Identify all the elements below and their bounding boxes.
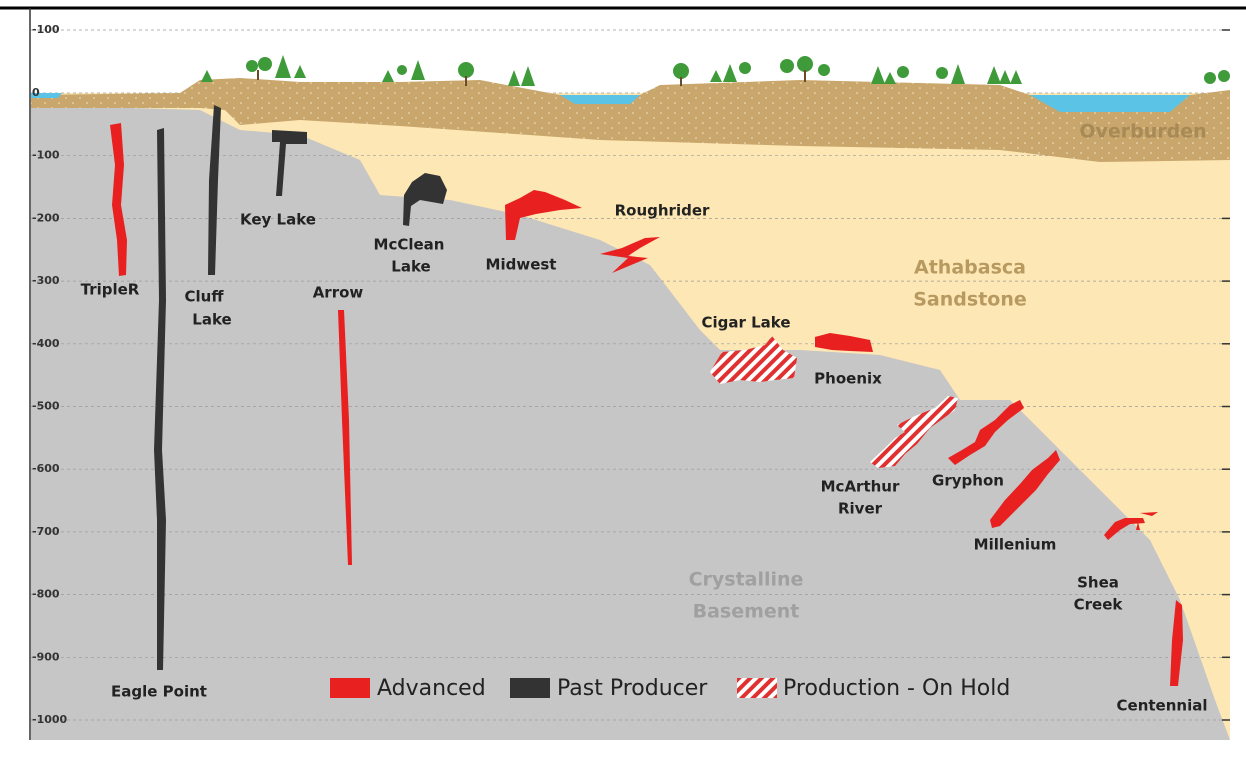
- deposit-shape: [338, 310, 352, 565]
- deposit-shape: [505, 190, 582, 240]
- trees: [201, 55, 1230, 86]
- deposit-shape: [1104, 512, 1158, 540]
- tree: [1204, 72, 1216, 84]
- tree: [780, 59, 794, 73]
- depth-tick-label: -900: [32, 650, 60, 663]
- basement: [31, 105, 1230, 740]
- depth-tick-label: -400: [32, 337, 60, 350]
- deposit-shape: [815, 333, 873, 352]
- deposit-shape: [600, 237, 660, 273]
- tree: [871, 66, 885, 84]
- depth-tick-label: -200: [32, 211, 60, 224]
- lake: [560, 95, 640, 104]
- depth-tick-label: -800: [32, 588, 60, 601]
- lakes: [31, 93, 1190, 112]
- tree: [897, 66, 909, 78]
- deposit-shape: [948, 400, 1024, 465]
- deposit-label: Cigar Lake: [701, 314, 790, 332]
- tree: [1010, 70, 1022, 84]
- tree: [951, 64, 965, 84]
- deposit-shape: [870, 396, 958, 468]
- depth-tick-label: -300: [32, 274, 60, 287]
- tree: [201, 70, 213, 82]
- deposit-label: Phoenix: [814, 370, 882, 388]
- deposit-label: Millenium: [974, 536, 1057, 554]
- deposit-shape: [208, 105, 221, 275]
- depth-tick-label: -700: [32, 525, 60, 538]
- tree: [739, 62, 751, 74]
- legend-label: Advanced: [377, 676, 486, 701]
- depth-tick-label: -100: [32, 149, 60, 162]
- tree: [987, 66, 1001, 84]
- tree: [521, 66, 535, 86]
- depth-tick-label: -1000: [32, 713, 68, 726]
- region-label: Overburden: [1079, 121, 1206, 143]
- region-label: Sandstone: [913, 289, 1027, 311]
- region-label: Crystalline: [689, 569, 804, 591]
- tree: [294, 65, 306, 78]
- deposit-label: Midwest: [486, 256, 557, 274]
- depth-tick-label: -100: [32, 23, 60, 36]
- deposit-shape: [990, 450, 1060, 528]
- tree: [936, 67, 948, 79]
- legend-label: Past Producer: [557, 676, 708, 701]
- deposit-label: Eagle Point: [111, 683, 207, 701]
- deposit-shape: [1170, 600, 1183, 686]
- overburden: [31, 78, 1230, 162]
- tree: [458, 62, 474, 78]
- deposit-label: McArthur: [821, 478, 900, 496]
- tree: [397, 65, 407, 75]
- deposit-label: Centennial: [1117, 697, 1208, 715]
- lake: [1030, 95, 1190, 112]
- deposit-label: Arrow: [313, 284, 364, 302]
- deposit-shape: [272, 130, 307, 196]
- deposit-label: Key Lake: [240, 211, 316, 229]
- deposit-label: Lake: [391, 258, 430, 276]
- tree: [258, 57, 272, 71]
- tree: [246, 60, 258, 72]
- legend-swatch: [330, 678, 370, 698]
- deposit-label: River: [838, 500, 883, 518]
- deposit-label: Roughrider: [615, 202, 710, 220]
- legend-swatch: [510, 678, 550, 698]
- tree: [411, 60, 425, 80]
- deposit-label: Shea: [1077, 574, 1119, 592]
- deposit-shapes: [110, 105, 1183, 686]
- tree: [508, 70, 520, 86]
- tree: [275, 55, 291, 78]
- tree: [723, 64, 737, 82]
- legend-swatch: [737, 678, 777, 698]
- tree: [999, 70, 1011, 84]
- deposit-label: TripleR: [81, 281, 140, 299]
- deposit-shape: [403, 173, 447, 226]
- lake: [31, 93, 62, 98]
- region-label: Athabasca: [914, 257, 1026, 279]
- depth-tick-label: -500: [32, 400, 60, 413]
- deposit-label: Creek: [1074, 596, 1124, 614]
- deposit-label: Lake: [192, 311, 231, 329]
- tree: [818, 64, 830, 76]
- deposit-shape: [154, 128, 166, 670]
- deposit-label: Cluff: [185, 288, 225, 306]
- tree: [710, 70, 722, 82]
- deposit-label: McClean: [374, 236, 445, 254]
- tree: [884, 72, 896, 84]
- tree: [382, 70, 394, 82]
- tree: [1218, 70, 1230, 82]
- deposit-label: Gryphon: [932, 472, 1004, 490]
- tree: [673, 63, 689, 79]
- depth-tick-label: -600: [32, 462, 60, 475]
- tree: [797, 56, 813, 72]
- deposit-shape: [110, 123, 127, 276]
- depth-tick-label: 0: [32, 86, 40, 99]
- tree-trunks: [257, 70, 806, 86]
- legend-label: Production - On Hold: [783, 676, 1010, 701]
- deposit-shape: [710, 336, 797, 384]
- region-label: Basement: [693, 601, 800, 623]
